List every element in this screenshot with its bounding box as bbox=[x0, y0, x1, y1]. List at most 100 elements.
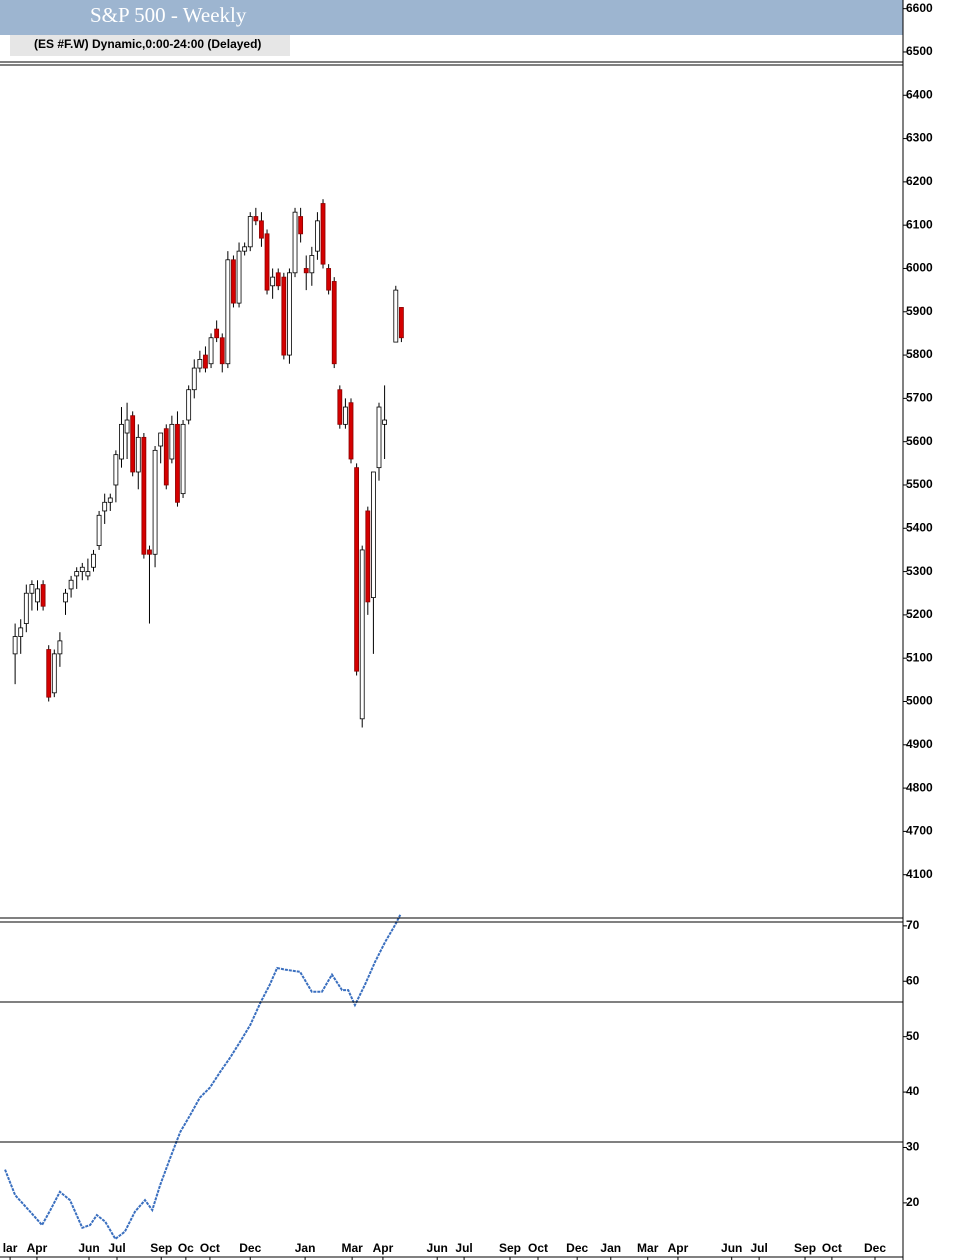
candle-body bbox=[309, 255, 315, 274]
y-tick-label: 50 bbox=[906, 1029, 920, 1043]
candle-body bbox=[18, 627, 24, 637]
candle-body bbox=[365, 510, 371, 603]
candle-body bbox=[376, 406, 382, 469]
candle-body bbox=[242, 246, 248, 252]
candle-body bbox=[23, 592, 29, 624]
candle-body bbox=[259, 220, 264, 239]
y-tick-label: 60 bbox=[906, 973, 920, 987]
y-tick-label: 4900 bbox=[906, 737, 933, 751]
candle-body bbox=[331, 281, 337, 365]
x-tick-label: Apr bbox=[27, 1241, 48, 1255]
y-tick-label: 6300 bbox=[906, 131, 933, 145]
candle-body bbox=[96, 514, 102, 547]
candle-body bbox=[124, 419, 130, 434]
candle-body bbox=[197, 359, 203, 369]
candle-body bbox=[382, 419, 388, 425]
candle-body bbox=[203, 354, 208, 369]
y-tick-label: 5200 bbox=[906, 607, 933, 621]
candle-body bbox=[231, 259, 236, 304]
y-tick-label: 30 bbox=[906, 1140, 920, 1154]
candle-body bbox=[180, 423, 186, 495]
x-tick-label: Apr bbox=[668, 1241, 689, 1255]
candle-body bbox=[354, 467, 360, 672]
x-tick-label: Oct bbox=[200, 1241, 220, 1255]
candle-body bbox=[147, 549, 152, 555]
candle-body bbox=[393, 289, 399, 343]
x-tick-label: Oct bbox=[528, 1241, 548, 1255]
y-tick-label: 4800 bbox=[906, 780, 933, 794]
y-tick-label: 5500 bbox=[906, 477, 933, 491]
y-tick-label: 6400 bbox=[906, 87, 933, 101]
indicator-line bbox=[4, 914, 402, 1241]
y-tick-label: 5300 bbox=[906, 564, 933, 578]
candle-body bbox=[292, 211, 298, 274]
x-tick-label: lar bbox=[3, 1241, 18, 1255]
candle-body bbox=[225, 259, 231, 365]
candle-body bbox=[46, 649, 52, 698]
x-tick-label: Sep bbox=[150, 1241, 172, 1255]
x-tick-label: Jun bbox=[78, 1241, 99, 1255]
x-tick-label: Jul bbox=[108, 1241, 125, 1255]
candle-body bbox=[130, 415, 136, 473]
candle-body bbox=[29, 584, 35, 594]
y-tick-label: 40 bbox=[906, 1084, 920, 1098]
title-bar bbox=[0, 0, 903, 35]
candle-body bbox=[348, 402, 354, 460]
candle-body bbox=[247, 216, 253, 248]
x-tick-label: Oc bbox=[178, 1241, 194, 1255]
candle-body bbox=[219, 337, 225, 365]
y-tick-label: 20 bbox=[906, 1195, 920, 1209]
candle-body bbox=[298, 216, 304, 235]
candle-body bbox=[214, 328, 220, 339]
candle-body bbox=[343, 406, 348, 425]
candle-body bbox=[152, 449, 158, 555]
x-tick-label: Dec bbox=[239, 1241, 261, 1255]
y-tick-label: 5800 bbox=[906, 347, 933, 361]
x-tick-label: Oct bbox=[822, 1241, 842, 1255]
y-tick-label: 6500 bbox=[906, 44, 933, 58]
candle-body bbox=[119, 423, 124, 460]
plot-area bbox=[4, 199, 404, 1241]
candle-body bbox=[275, 272, 281, 287]
candle-body bbox=[57, 640, 63, 655]
candle-body bbox=[398, 307, 404, 339]
y-tick-label: 5700 bbox=[906, 391, 933, 405]
y-tick-label: 6600 bbox=[906, 1, 933, 15]
chart-title: S&P 500 - Weekly bbox=[90, 3, 247, 27]
x-tick-label: Jul bbox=[455, 1241, 472, 1255]
y-tick-label: 5600 bbox=[906, 434, 933, 448]
x-tick-label: Sep bbox=[499, 1241, 521, 1255]
candle-body bbox=[85, 571, 91, 577]
x-tick-label: Dec bbox=[864, 1241, 886, 1255]
candle-body bbox=[208, 337, 214, 365]
y-tick-label: 5100 bbox=[906, 650, 933, 664]
candle-body bbox=[102, 501, 108, 512]
candle-body bbox=[253, 216, 259, 222]
x-tick-label: Sep bbox=[794, 1241, 816, 1255]
x-tick-label: Jan bbox=[600, 1241, 621, 1255]
candle-body bbox=[63, 592, 68, 603]
x-tick-label: Apr bbox=[373, 1241, 394, 1255]
candle-body bbox=[79, 566, 85, 572]
candle-body bbox=[236, 250, 242, 304]
y-tick-label: 4700 bbox=[906, 824, 933, 838]
candle-body bbox=[163, 428, 169, 486]
candle-body bbox=[141, 436, 147, 555]
x-tick-label: Jun bbox=[721, 1241, 742, 1255]
x-tick-label: Mar bbox=[341, 1241, 363, 1255]
candle-body bbox=[337, 389, 343, 425]
candle-body bbox=[359, 549, 365, 720]
x-tick-label: Dec bbox=[566, 1241, 588, 1255]
candle-body bbox=[281, 276, 287, 356]
y-tick-label: 6200 bbox=[906, 174, 933, 188]
candle-body bbox=[270, 276, 276, 287]
candle-body bbox=[186, 389, 192, 421]
x-tick-label: Jun bbox=[427, 1241, 448, 1255]
y-tick-label: 6100 bbox=[906, 217, 933, 231]
x-tick-label: Jul bbox=[750, 1241, 767, 1255]
y-tick-label: 4100 bbox=[906, 867, 933, 881]
y-tick-label: 70 bbox=[906, 918, 920, 932]
candle-body bbox=[107, 497, 113, 503]
x-tick-label: Jan bbox=[295, 1241, 316, 1255]
candle-body bbox=[303, 268, 309, 274]
